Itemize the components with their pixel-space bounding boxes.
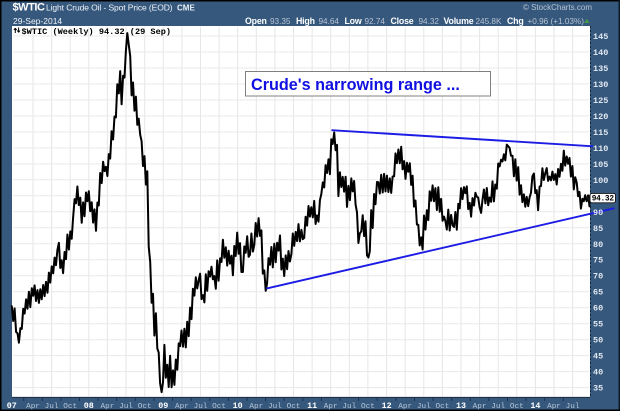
svg-text:45: 45	[593, 352, 603, 362]
svg-text:94.64: 94.64	[319, 17, 340, 26]
svg-text:Jul: Jul	[119, 403, 133, 411]
svg-text:130: 130	[593, 80, 608, 90]
svg-text:Oct: Oct	[287, 403, 301, 411]
svg-text:Open: Open	[245, 16, 267, 26]
svg-text:120: 120	[593, 112, 608, 122]
svg-text:29-Sep-2014: 29-Sep-2014	[13, 16, 62, 26]
svg-text:145: 145	[593, 32, 608, 42]
svg-text:13: 13	[456, 401, 466, 411]
svg-text:Oct: Oct	[510, 403, 524, 411]
svg-text:65: 65	[593, 288, 603, 298]
svg-text:110: 110	[593, 144, 608, 154]
svg-text:+0.96 (+1.03%): +0.96 (+1.03%)	[528, 17, 585, 26]
svg-text:Oct: Oct	[435, 403, 449, 411]
svg-text:Low: Low	[345, 16, 362, 26]
svg-text:Oct: Oct	[361, 403, 375, 411]
svg-text:12: 12	[382, 401, 392, 411]
svg-text:Jul: Jul	[566, 403, 580, 411]
svg-text:Apr: Apr	[26, 403, 40, 411]
svg-text:Jul: Jul	[194, 403, 208, 411]
svg-text:115: 115	[593, 128, 608, 138]
svg-text:92.74: 92.74	[365, 17, 386, 26]
svg-text:Apr: Apr	[175, 403, 189, 411]
svg-text:245.8K: 245.8K	[476, 17, 502, 26]
svg-text:80: 80	[593, 240, 603, 250]
svg-text:94.32: 94.32	[592, 196, 615, 204]
svg-text:09: 09	[158, 401, 168, 411]
svg-text:Apr: Apr	[473, 403, 487, 411]
svg-text:Apr: Apr	[324, 403, 338, 411]
svg-text:Light Crude Oil - Spot Price (: Light Crude Oil - Spot Price (EOD)	[46, 3, 173, 13]
svg-text:08: 08	[84, 401, 94, 411]
svg-text:© StockCharts.com: © StockCharts.com	[523, 3, 592, 12]
svg-text:75: 75	[593, 256, 603, 266]
svg-text:105: 105	[593, 160, 608, 170]
svg-text:Oct: Oct	[63, 403, 77, 411]
svg-text:40: 40	[593, 368, 603, 378]
svg-text:07: 07	[7, 401, 17, 411]
svg-text:Apr: Apr	[100, 403, 114, 411]
svg-text:140: 140	[593, 48, 608, 58]
svg-text:93.35: 93.35	[270, 17, 291, 26]
svg-text:94.32: 94.32	[419, 17, 440, 26]
svg-text:90: 90	[593, 208, 603, 218]
svg-text:10: 10	[233, 401, 243, 411]
svg-text:Chg: Chg	[507, 16, 524, 26]
svg-text:Jul: Jul	[45, 403, 59, 411]
svg-text:Apr: Apr	[398, 403, 412, 411]
svg-text:Oct: Oct	[212, 403, 226, 411]
svg-text:Close: Close	[391, 16, 414, 26]
svg-text:Oct: Oct	[138, 403, 152, 411]
svg-text:85: 85	[593, 224, 603, 234]
svg-text:60: 60	[593, 304, 603, 314]
svg-text:CME: CME	[177, 4, 195, 13]
svg-text:$WTIC (Weekly) 94.32 (29 Sep): $WTIC (Weekly) 94.32 (29 Sep)	[22, 27, 172, 37]
svg-text:135: 135	[593, 64, 608, 74]
svg-text:Jul: Jul	[417, 403, 431, 411]
svg-text:35: 35	[593, 384, 603, 394]
svg-text:Apr: Apr	[249, 403, 263, 411]
svg-text:Volume: Volume	[444, 16, 474, 26]
svg-text:55: 55	[593, 320, 603, 330]
svg-text:High: High	[296, 16, 315, 26]
svg-text:70: 70	[593, 272, 603, 282]
svg-text:Jul: Jul	[342, 403, 356, 411]
svg-text:11: 11	[307, 401, 317, 411]
svg-text:Apr: Apr	[547, 403, 561, 411]
svg-text:$WTIC: $WTIC	[13, 2, 45, 14]
svg-text:100: 100	[593, 176, 608, 186]
svg-text:14: 14	[530, 401, 540, 411]
svg-text:50: 50	[593, 336, 603, 346]
svg-text:Crude's narrowing range ...: Crude's narrowing range ...	[251, 76, 460, 94]
svg-text:Jul: Jul	[491, 403, 505, 411]
svg-text:125: 125	[593, 96, 608, 106]
svg-text:Jul: Jul	[268, 403, 282, 411]
